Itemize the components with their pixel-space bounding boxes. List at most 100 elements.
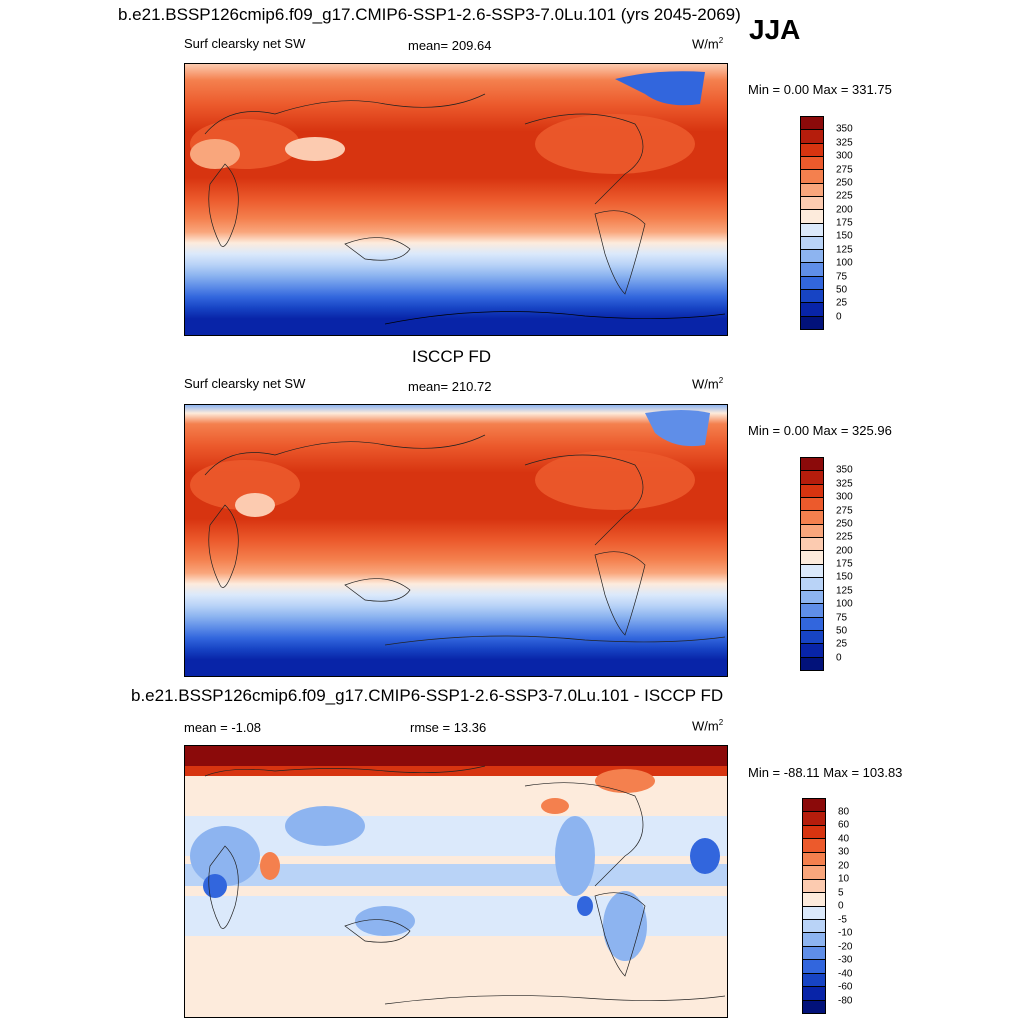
panel-1-minmax: Min = 0.00 Max = 331.75	[748, 82, 892, 97]
colorbar-tick-label: 150	[836, 571, 853, 583]
panel-1-map-field	[185, 64, 727, 335]
colorbar-swatch	[803, 906, 825, 920]
colorbar-tick-label: 225	[836, 190, 853, 202]
panel-2-mean: mean= 210.72	[408, 379, 492, 394]
colorbar-swatch	[801, 117, 823, 131]
colorbar-tick-label: 50	[836, 625, 848, 637]
colorbar-swatch	[801, 236, 823, 251]
panel-1-units: W/m2	[692, 36, 724, 52]
colorbar-swatch	[803, 799, 825, 813]
colorbar-swatch	[801, 196, 823, 211]
colorbar-swatch	[803, 919, 825, 934]
colorbar-swatch	[801, 604, 823, 618]
colorbar-swatch	[801, 130, 823, 144]
panel-3-rmse: rmse = 13.36	[410, 720, 487, 735]
colorbar-tick-label: 300	[836, 150, 853, 162]
colorbar-swatch	[803, 973, 825, 988]
colorbar-swatch	[801, 303, 823, 317]
colorbar-tick-label: 60	[838, 819, 850, 831]
panel-2-minmax: Min = 0.00 Max = 325.96	[748, 423, 892, 438]
colorbar-tick-label: 5	[838, 887, 844, 898]
panel-2-map	[184, 404, 728, 677]
panel-2-variable: Surf clearsky net SW	[184, 376, 306, 391]
colorbar-swatch	[801, 316, 823, 329]
colorbar-swatch	[803, 893, 825, 907]
figure-title: b.e21.BSSP126cmip6.f09_g17.CMIP6-SSP1-2.…	[118, 5, 741, 24]
colorbar-swatch	[803, 852, 825, 867]
colorbar-tick-label: 350	[836, 123, 853, 135]
colorbar-tick-label: 175	[836, 558, 853, 570]
colorbar-tick-label: -5	[838, 914, 847, 925]
colorbar-swatch	[801, 250, 823, 264]
colorbar-swatch	[801, 484, 823, 498]
colorbar-tick-label: 150	[836, 230, 853, 242]
colorbar-tick-label: -60	[838, 981, 853, 993]
colorbar-tick-label: 0	[836, 652, 842, 664]
colorbar-swatch	[801, 170, 823, 184]
colorbar-swatch	[801, 143, 823, 157]
colorbar-tick-label: 250	[836, 518, 853, 530]
colorbar-tick-label: -40	[838, 968, 853, 979]
colorbar-swatch	[801, 577, 823, 592]
colorbar-swatch	[801, 223, 823, 237]
colorbar-swatch	[803, 839, 825, 853]
colorbar-tick-label: 100	[836, 598, 853, 610]
colorbar-swatch	[801, 617, 823, 632]
colorbar-swatch	[801, 290, 823, 304]
colorbar-tick-label: 100	[836, 257, 853, 269]
colorbar-swatch	[803, 946, 825, 961]
colorbar-tick-label: 175	[836, 217, 853, 229]
colorbar-tick-label: 0	[838, 900, 844, 912]
panel-1-map	[184, 63, 728, 336]
colorbar-swatch	[801, 551, 823, 565]
colorbar-tick-label: -30	[838, 954, 853, 966]
colorbar-tick-label: -20	[838, 941, 853, 952]
colorbar-tick-label: 200	[836, 545, 853, 557]
colorbar-swatch	[801, 564, 823, 578]
colorbar-swatch	[803, 987, 825, 1001]
colorbar-swatch	[801, 497, 823, 512]
colorbar-tick-label: 50	[836, 284, 848, 296]
colorbar-tick-label: 30	[838, 846, 850, 858]
panel-2-units: W/m2	[692, 376, 724, 392]
colorbar-swatch	[801, 210, 823, 224]
colorbar-tick-label: 275	[836, 505, 853, 516]
colorbar-tick-label: 10	[838, 873, 850, 885]
colorbar-swatch	[803, 812, 825, 826]
colorbar-swatch	[801, 471, 823, 485]
panel-3-units: W/m2	[692, 718, 724, 734]
panel-2-colorbar	[800, 457, 824, 671]
colorbar-swatch	[803, 825, 825, 840]
colorbar-tick-label: 0	[836, 311, 842, 323]
panel-1-mean: mean= 209.64	[408, 38, 492, 53]
colorbar-swatch	[801, 644, 823, 658]
colorbar-tick-label: -80	[838, 995, 853, 1006]
panel-2-map-field	[185, 405, 727, 676]
colorbar-tick-label: 125	[836, 585, 853, 597]
colorbar-swatch	[803, 1000, 825, 1013]
panel-3-colorbar	[802, 798, 826, 1014]
colorbar-swatch	[801, 276, 823, 291]
colorbar-swatch	[801, 524, 823, 538]
colorbar-swatch	[801, 591, 823, 605]
panel-2-title: ISCCP FD	[412, 347, 492, 366]
panel-3-map	[184, 745, 728, 1018]
colorbar-tick-label: 300	[836, 491, 853, 503]
panel-3-map-field	[185, 746, 727, 1017]
colorbar-tick-label: -10	[838, 927, 853, 939]
colorbar-swatch	[801, 511, 823, 525]
colorbar-swatch	[803, 866, 825, 880]
panel-3-minmax: Min = -88.11 Max = 103.83	[748, 765, 903, 780]
colorbar-tick-label: 250	[836, 177, 853, 189]
season-label: JJA	[749, 14, 801, 45]
colorbar-swatch	[801, 458, 823, 472]
colorbar-tick-label: 40	[838, 833, 850, 844]
colorbar-swatch	[801, 263, 823, 277]
colorbar-swatch	[801, 631, 823, 645]
colorbar-swatch	[803, 933, 825, 947]
colorbar-tick-label: 275	[836, 164, 853, 175]
colorbar-swatch	[801, 183, 823, 197]
colorbar-swatch	[801, 537, 823, 552]
colorbar-tick-label: 25	[836, 638, 848, 650]
colorbar-tick-label: 350	[836, 464, 853, 476]
